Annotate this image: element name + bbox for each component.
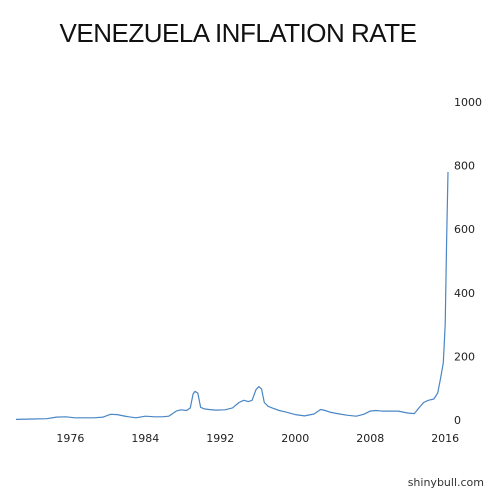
y-tick-label: 0 xyxy=(454,414,461,427)
x-tick-label: 1976 xyxy=(56,432,84,445)
chart-title: VENEZUELA INFLATION RATE xyxy=(60,18,417,48)
x-tick-label: 1984 xyxy=(131,432,159,445)
series-line xyxy=(15,171,449,420)
x-tick-label: 2016 xyxy=(431,432,459,445)
x-tick-label: 2008 xyxy=(356,432,384,445)
y-tick-label: 200 xyxy=(454,350,475,363)
y-tick-label: 400 xyxy=(454,287,475,300)
y-tick-label: 1000 xyxy=(454,96,482,109)
x-tick-label: 2000 xyxy=(281,432,309,445)
y-axis-ticks: 0 200 400 600 800 1000 xyxy=(454,96,482,427)
watermark: shinybull.com xyxy=(408,476,484,489)
y-tick-label: 800 xyxy=(454,160,475,173)
x-tick-label: 1992 xyxy=(206,432,234,445)
y-tick-label: 600 xyxy=(454,223,475,236)
x-axis-ticks: 1976 1984 1992 2000 2008 2016 xyxy=(56,432,459,445)
